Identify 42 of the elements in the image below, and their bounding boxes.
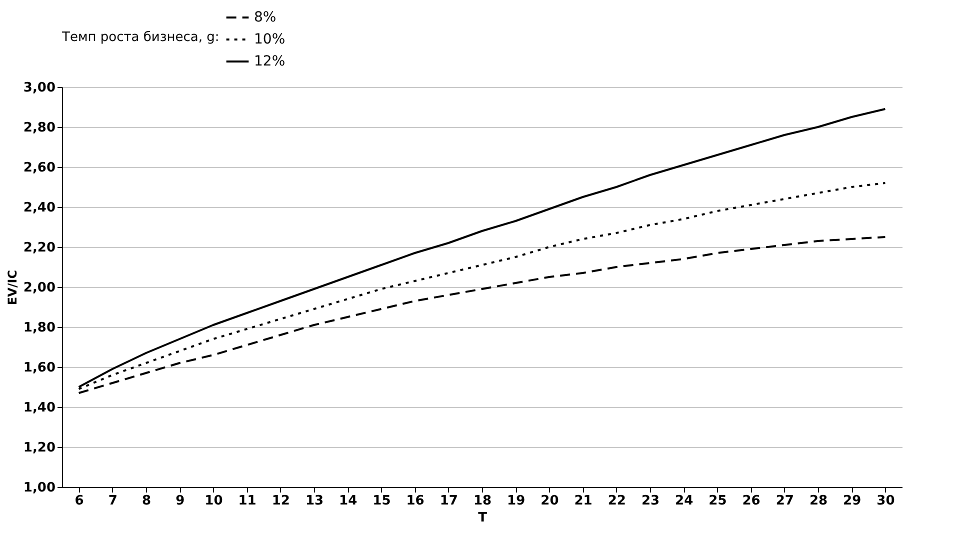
x-tick-label: 13 <box>305 494 324 508</box>
y-tick-label: 1,60 <box>23 360 56 376</box>
y-tick-label: 2,80 <box>23 120 56 136</box>
x-axis-title: T <box>478 510 488 526</box>
x-tick-label: 10 <box>204 494 223 508</box>
x-tick-label: 11 <box>238 494 256 508</box>
x-tick-label: 26 <box>742 494 760 508</box>
x-tick-label: 21 <box>574 494 592 508</box>
x-tick-label: 30 <box>876 494 895 508</box>
x-tick-label: 19 <box>507 494 526 508</box>
x-tick-label: 9 <box>176 494 185 508</box>
x-tick-label: 8 <box>142 494 152 508</box>
x-tick-label: 25 <box>708 494 727 508</box>
x-tick-label: 16 <box>406 494 424 508</box>
x-tick-label: 20 <box>540 494 559 508</box>
y-tick-label: 2,00 <box>23 280 56 296</box>
legend-label: 10% <box>254 32 286 48</box>
y-tick-label: 1,80 <box>23 320 56 336</box>
y-tick-label: 1,00 <box>23 480 56 496</box>
legend-title: Темп роста бизнеса, g: <box>61 30 220 45</box>
x-tick-label: 29 <box>843 494 862 508</box>
x-tick-label: 6 <box>74 494 84 508</box>
y-tick-label: 1,40 <box>23 400 56 416</box>
x-tick-label: 7 <box>108 494 118 508</box>
x-tick-label: 15 <box>372 494 391 508</box>
x-tick-label: 23 <box>641 494 660 508</box>
y-tick-label: 2,40 <box>23 200 56 216</box>
y-tick-label: 2,60 <box>23 160 56 176</box>
x-tick-label: 28 <box>809 494 828 508</box>
y-tick-label: 3,00 <box>23 80 56 96</box>
x-tick-label: 24 <box>675 494 694 508</box>
x-tick-label: 17 <box>440 494 458 508</box>
legend-label: 12% <box>254 54 286 70</box>
y-tick-label: 2,20 <box>23 240 56 256</box>
y-axis-title: EV/IC <box>5 270 20 306</box>
legend-label: 8% <box>254 10 276 26</box>
x-tick-label: 22 <box>608 494 626 508</box>
x-tick-label: 27 <box>776 494 794 508</box>
x-tick-label: 18 <box>473 494 492 508</box>
y-tick-label: 1,20 <box>23 440 56 456</box>
x-tick-label: 12 <box>272 494 290 508</box>
x-tick-label: 14 <box>339 494 358 508</box>
